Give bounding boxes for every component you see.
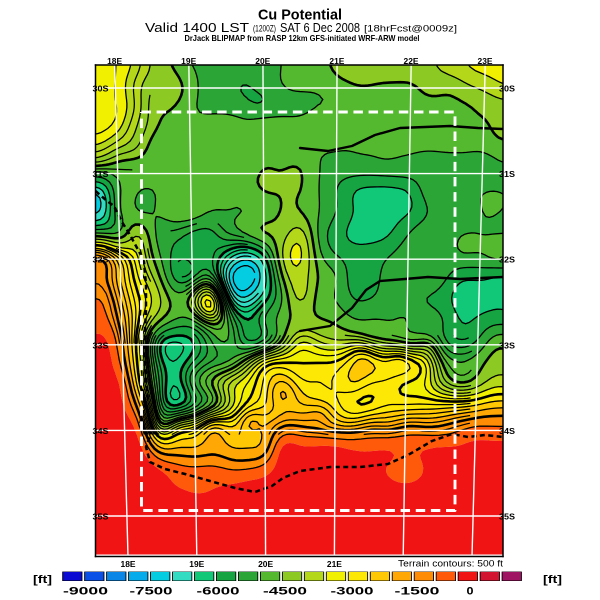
- svg-text:SAT 6 Dec 2008: SAT 6 Dec 2008: [280, 20, 360, 35]
- svg-text:[18hrFcst@0009z]: [18hrFcst@0009z]: [364, 23, 457, 34]
- svg-text:19E: 19E: [189, 560, 205, 569]
- svg-text:30S: 30S: [499, 84, 516, 93]
- svg-text:DrJack BLIPMAP from RASP 12km: DrJack BLIPMAP from RASP 12km GFS-initia…: [185, 33, 420, 43]
- svg-text:19E: 19E: [181, 57, 197, 66]
- svg-text:34S: 34S: [499, 427, 516, 436]
- svg-text:32S: 32S: [93, 256, 110, 265]
- svg-text:35S: 35S: [499, 513, 516, 522]
- svg-text:30S: 30S: [93, 84, 110, 93]
- svg-text:0: 0: [467, 586, 474, 598]
- svg-text:21E: 21E: [329, 57, 345, 66]
- svg-text:[ft]: [ft]: [33, 574, 52, 586]
- svg-text:20E: 20E: [255, 57, 271, 66]
- svg-text:Terrain contours: 500 ft: Terrain contours: 500 ft: [398, 559, 504, 569]
- svg-text:23E: 23E: [478, 57, 494, 66]
- svg-text:Cu Potential: Cu Potential: [258, 7, 342, 24]
- svg-text:-3000: -3000: [331, 586, 374, 598]
- svg-text:[ft]: [ft]: [543, 574, 562, 586]
- svg-text:-9000: -9000: [63, 586, 108, 598]
- svg-text:21E: 21E: [327, 560, 343, 569]
- svg-text:-4500: -4500: [263, 586, 307, 598]
- svg-text:34S: 34S: [93, 427, 110, 436]
- svg-text:32S: 32S: [499, 256, 516, 265]
- svg-text:31S: 31S: [93, 170, 110, 179]
- svg-text:(1200Z): (1200Z): [253, 23, 276, 34]
- svg-text:-6000: -6000: [197, 586, 240, 598]
- svg-text:-1500: -1500: [394, 586, 439, 598]
- svg-text:31S: 31S: [499, 170, 516, 179]
- svg-text:-7500: -7500: [130, 586, 173, 598]
- svg-text:20E: 20E: [258, 560, 274, 569]
- svg-text:Valid 1400 LST: Valid 1400 LST: [145, 20, 249, 35]
- svg-text:33S: 33S: [93, 341, 110, 350]
- svg-text:18E: 18E: [121, 560, 137, 569]
- svg-text:18E: 18E: [107, 57, 123, 66]
- svg-text:22E: 22E: [404, 57, 420, 66]
- svg-text:35S: 35S: [93, 513, 110, 522]
- svg-text:33S: 33S: [499, 341, 516, 350]
